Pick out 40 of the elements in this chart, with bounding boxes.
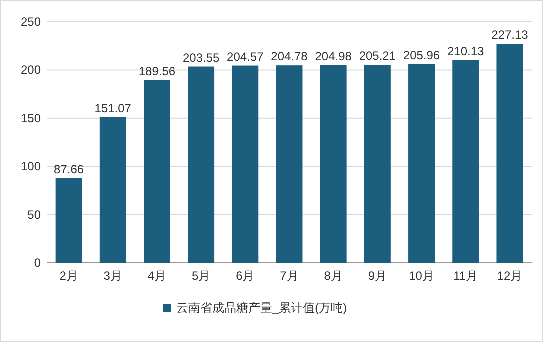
bar xyxy=(320,65,347,263)
bar xyxy=(452,60,480,263)
x-tick-label: 12月 xyxy=(497,269,523,283)
y-tick-label: 100 xyxy=(20,160,42,174)
x-tick-label: 3月 xyxy=(104,269,122,283)
x-tick-label: 2月 xyxy=(60,269,78,283)
bar xyxy=(100,117,126,263)
data-label: 189.56 xyxy=(138,64,176,78)
x-tick-label: 7月 xyxy=(280,269,299,283)
bar xyxy=(496,44,524,263)
data-label: 210.13 xyxy=(448,44,485,58)
legend: 云南省成品糖产量_累计值(万吨) xyxy=(164,301,348,315)
data-label: 204.98 xyxy=(315,49,352,64)
y-tick-label: 200 xyxy=(20,63,42,78)
x-tick-label: 11月 xyxy=(454,269,478,283)
x-tick-label: 10月 xyxy=(409,269,434,283)
bar xyxy=(144,80,170,263)
data-label: 203.55 xyxy=(182,50,220,65)
bar xyxy=(364,65,391,263)
bar xyxy=(276,66,303,263)
y-tick-label: 250 xyxy=(20,15,42,29)
data-label: 151.07 xyxy=(94,101,132,116)
bar xyxy=(232,66,259,263)
x-tick-label: 9月 xyxy=(368,269,388,283)
data-label: 205.96 xyxy=(403,48,440,62)
data-label: 204.57 xyxy=(227,50,264,64)
bar xyxy=(188,66,215,263)
y-tick-label: 150 xyxy=(20,111,42,126)
bar xyxy=(408,64,435,263)
data-label: 87.66 xyxy=(54,162,84,176)
bar xyxy=(56,178,82,263)
x-tick-label: 4月 xyxy=(148,269,167,283)
y-tick-label: 0 xyxy=(34,256,42,270)
x-tick-label: 6月 xyxy=(236,269,255,283)
x-tick-label: 5月 xyxy=(192,269,211,283)
data-label: 205.21 xyxy=(359,49,396,64)
y-tick-label: 50 xyxy=(28,208,42,222)
x-tick-label: 8月 xyxy=(324,269,343,283)
data-label: 227.13 xyxy=(492,28,529,42)
data-label: 204.78 xyxy=(271,50,308,64)
